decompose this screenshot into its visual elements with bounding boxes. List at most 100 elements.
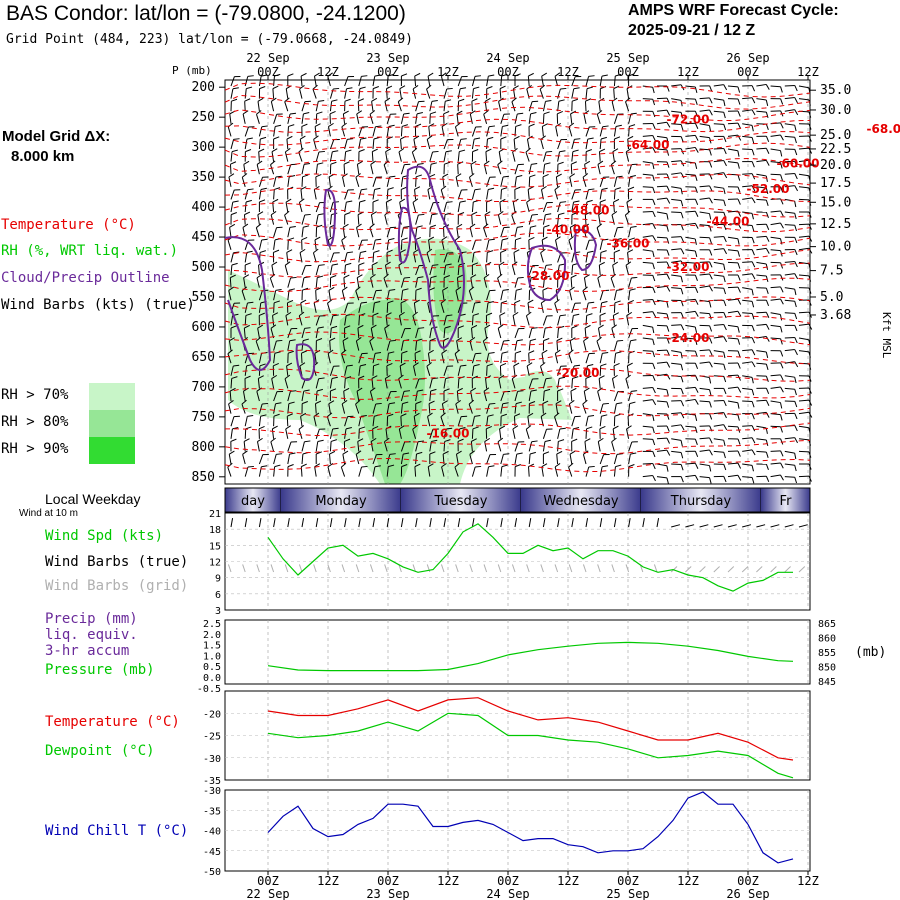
cloud-legend: Cloud/Precip Outline	[1, 270, 170, 286]
wind-barb	[742, 361, 756, 368]
wind-barb	[482, 336, 489, 351]
wind-barb	[699, 413, 713, 420]
isotherm-line	[224, 367, 811, 382]
wind-barb	[584, 98, 592, 112]
wind-barb	[411, 147, 418, 162]
wind-barb	[341, 122, 347, 137]
wind-barb	[285, 311, 292, 326]
precip-legend-1: Precip (mm)	[45, 611, 138, 627]
wind-barb	[541, 72, 548, 87]
wind-barb	[257, 97, 264, 112]
wind-barb	[642, 425, 655, 434]
pressure-tick-label: 400	[192, 200, 215, 215]
precip-tick-label: 2.5	[203, 619, 221, 630]
wind-barb	[429, 224, 436, 238]
wind-barb	[284, 374, 291, 389]
precip-tick-label: 0.0	[203, 673, 221, 684]
wind-barb	[798, 235, 813, 242]
wind-barb	[356, 387, 363, 402]
wind-barb	[312, 84, 318, 99]
wind-barb	[799, 211, 812, 218]
wind-barb	[585, 75, 595, 87]
wind-barb	[329, 325, 338, 339]
wind-barb	[273, 73, 281, 87]
wind-barb	[742, 261, 756, 268]
wind-barb	[400, 350, 408, 364]
wind-barb	[699, 135, 712, 144]
wind-barb	[784, 476, 798, 484]
wind-barb	[400, 276, 411, 288]
wind-barb	[344, 376, 352, 389]
isotherm-line	[224, 173, 811, 188]
wind-barb	[287, 112, 297, 124]
wind-barb	[742, 337, 756, 344]
wind-barb	[642, 110, 656, 118]
wind-speed-panel-tick-label: 3	[215, 606, 221, 617]
wind-barb	[242, 110, 249, 124]
surface-wind-barb	[713, 524, 723, 528]
surface-wind-barb	[585, 518, 589, 528]
isotherm-line	[224, 217, 811, 233]
wind-barb	[699, 312, 712, 320]
wind-barb	[269, 273, 276, 288]
wind-barb	[784, 425, 798, 432]
rh-area	[339, 298, 425, 484]
wind-barb	[301, 451, 309, 465]
wind-barb	[328, 400, 335, 414]
wind-barb	[598, 375, 605, 389]
isotherm-line	[225, 422, 811, 436]
wind-barb	[242, 450, 248, 465]
wind-barb	[642, 475, 656, 482]
wind-barb	[227, 349, 233, 364]
wind-barb	[556, 337, 563, 351]
wind-barb	[642, 374, 656, 382]
wind-barb	[570, 161, 577, 175]
wind-barb	[568, 236, 574, 250]
rh-area	[525, 371, 559, 418]
wind-barb	[415, 112, 423, 124]
wind-barb	[500, 413, 507, 427]
wind-barb	[685, 386, 699, 393]
wind-barb	[443, 263, 452, 276]
wind-barb	[357, 438, 364, 452]
wind-barb	[370, 160, 376, 175]
wind-barb	[471, 149, 479, 162]
wind-barb	[671, 400, 685, 407]
top-hour-label: 12Z	[317, 65, 339, 79]
wind-barb	[542, 315, 553, 326]
wind-barb	[557, 388, 564, 401]
wind-barb	[301, 389, 310, 402]
wind-barb	[585, 149, 592, 162]
wind-barb	[273, 288, 282, 301]
bottom-hour-label: 12Z	[317, 874, 339, 888]
wind-barb	[414, 72, 421, 87]
wind-barb	[556, 224, 563, 238]
wind-barb	[542, 201, 553, 213]
wind-barb	[557, 325, 565, 339]
wind-barb	[613, 187, 621, 200]
wind-barb	[540, 135, 546, 150]
wind-barb	[713, 198, 726, 207]
wind-barb	[329, 376, 338, 389]
wind-barb	[713, 160, 727, 167]
wind-barb	[742, 211, 754, 220]
wind-barb	[400, 327, 411, 339]
wind-barb	[784, 312, 798, 320]
wind-barb	[258, 238, 268, 250]
cloud-outline	[526, 244, 567, 302]
wind-barb	[742, 185, 756, 192]
wind-barb	[500, 288, 509, 301]
wind-barb	[514, 73, 521, 86]
wind-barb	[798, 274, 812, 282]
wind-barb	[356, 223, 362, 238]
wind-barb	[699, 123, 712, 132]
wind-barb	[400, 464, 408, 477]
wind-barb	[798, 110, 812, 118]
surface-wind-barb	[500, 518, 503, 528]
wind-barb	[555, 400, 562, 414]
wind-barb	[287, 124, 295, 137]
wind-barb	[258, 414, 267, 427]
wind-barb	[613, 238, 622, 250]
wind-barb	[555, 122, 562, 137]
bottom-hour-label: 12Z	[677, 874, 699, 888]
